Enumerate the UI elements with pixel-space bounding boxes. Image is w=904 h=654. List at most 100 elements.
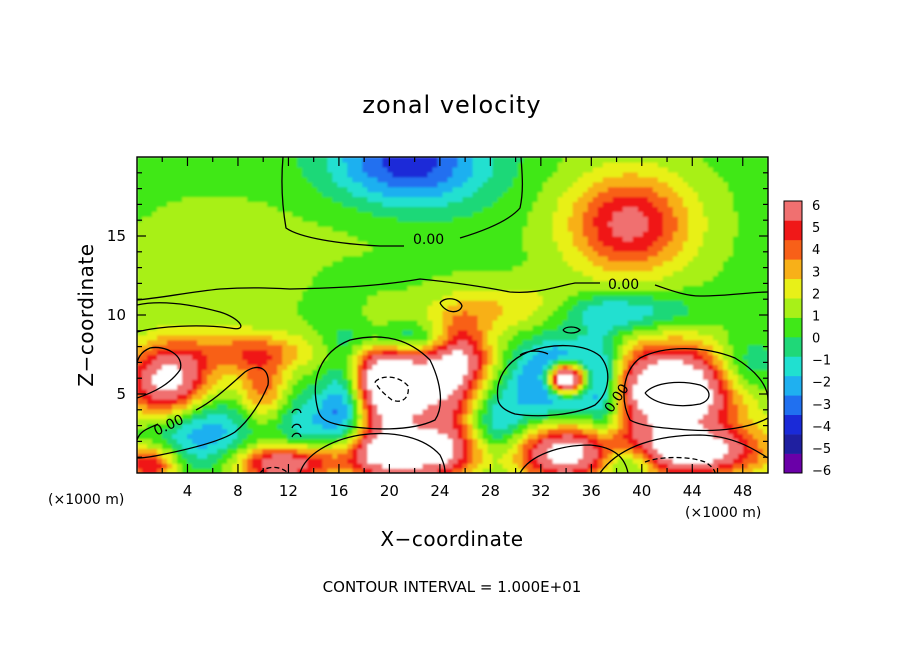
heatmap-cell (532, 453, 539, 459)
heatmap-cell (242, 290, 248, 296)
heatmap-cell (507, 398, 514, 405)
heatmap-cell (717, 384, 724, 390)
heatmap-cell (677, 408, 684, 415)
heatmap-cell (672, 290, 679, 296)
heatmap-cell (177, 443, 183, 449)
heatmap-cell (262, 458, 268, 464)
heatmap-cell (467, 354, 474, 361)
heatmap-cell (457, 438, 464, 444)
heatmap-cell (202, 319, 208, 326)
heatmap-cell (347, 359, 353, 365)
heatmap-cell (272, 428, 278, 435)
heatmap-cell (147, 423, 153, 430)
heatmap-cell (202, 374, 208, 380)
heatmap-cell (407, 443, 414, 449)
heatmap-cell (277, 295, 283, 301)
heatmap-cell (367, 275, 373, 282)
heatmap-cell (192, 364, 198, 370)
heatmap-cell (267, 408, 273, 415)
heatmap-cell (397, 339, 404, 346)
heatmap-cell (387, 448, 394, 454)
heatmap-cell (242, 354, 248, 361)
heatmap-cell (657, 305, 664, 311)
heatmap-cell (657, 364, 664, 370)
heatmap-cell (617, 349, 624, 356)
heatmap-cell (242, 428, 248, 435)
heatmap-cell (152, 324, 158, 331)
heatmap-cell (732, 354, 739, 361)
heatmap-cell (612, 349, 619, 356)
heatmap-cell (232, 344, 238, 351)
heatmap-cell (612, 310, 619, 316)
heatmap-cell (402, 290, 409, 296)
heatmap-cell (202, 295, 208, 301)
heatmap-cell (752, 384, 759, 390)
heatmap-cell (462, 413, 469, 420)
heatmap-cell (717, 334, 724, 341)
heatmap-cell (197, 319, 203, 326)
heatmap-cell (582, 438, 589, 444)
heatmap-cell (377, 433, 383, 440)
heatmap-cell (352, 364, 358, 370)
heatmap-cell (497, 403, 504, 410)
heatmap-cell (337, 379, 343, 385)
heatmap-cell (397, 290, 404, 296)
heatmap-cell (372, 305, 378, 311)
heatmap-cell (362, 315, 368, 321)
heatmap-cell (527, 403, 534, 410)
heatmap-cell (307, 359, 313, 365)
heatmap-cell (692, 305, 699, 311)
heatmap-cell (647, 468, 654, 473)
heatmap-cell (732, 344, 739, 351)
heatmap-cell (297, 344, 303, 351)
heatmap-cell (137, 369, 143, 375)
heatmap-cell (397, 295, 404, 301)
heatmap-cell (222, 408, 228, 415)
heatmap-cell (177, 364, 183, 370)
heatmap-cell (732, 374, 739, 380)
heatmap-cell (562, 433, 569, 440)
heatmap-cell (227, 295, 233, 301)
heatmap-cell (152, 448, 158, 454)
heatmap-cell (697, 319, 704, 326)
heatmap-cell (312, 433, 318, 440)
heatmap-cell (407, 379, 414, 385)
heatmap-cell (482, 448, 489, 454)
heatmap-cell (212, 468, 218, 473)
heatmap-cell (377, 319, 383, 326)
heatmap-cell (607, 310, 614, 316)
heatmap-cell (747, 398, 754, 405)
heatmap-cell (267, 403, 273, 410)
heatmap-cell (577, 285, 584, 291)
heatmap-cell (682, 379, 689, 385)
heatmap-cell (232, 468, 238, 473)
heatmap-cell (467, 290, 474, 296)
heatmap-cell (337, 300, 343, 306)
heatmap-cell (712, 463, 719, 469)
heatmap-cell (232, 275, 238, 282)
heatmap-cell (597, 423, 604, 430)
heatmap-cell (557, 398, 564, 405)
heatmap-cell (537, 433, 544, 440)
heatmap-cell (762, 300, 768, 306)
heatmap-cell (662, 408, 669, 415)
heatmap-cell (627, 408, 634, 415)
heatmap-cell (692, 384, 699, 390)
heatmap-cell (737, 423, 744, 430)
heatmap-cell (727, 448, 734, 454)
heatmap-cell (352, 334, 358, 341)
heatmap-cell (197, 389, 203, 395)
heatmap-cell (692, 389, 699, 395)
heatmap-cell (292, 275, 298, 282)
heatmap-cell (372, 344, 378, 351)
heatmap-cell (312, 468, 318, 473)
heatmap-cell (167, 389, 173, 395)
heatmap-cell (357, 315, 363, 321)
heatmap-cell (582, 344, 589, 351)
heatmap-cell (287, 310, 293, 316)
heatmap-cell (372, 295, 378, 301)
heatmap-cell (647, 428, 654, 435)
heatmap-cell (697, 384, 704, 390)
heatmap-cell (612, 448, 619, 454)
heatmap-cell (322, 295, 328, 301)
